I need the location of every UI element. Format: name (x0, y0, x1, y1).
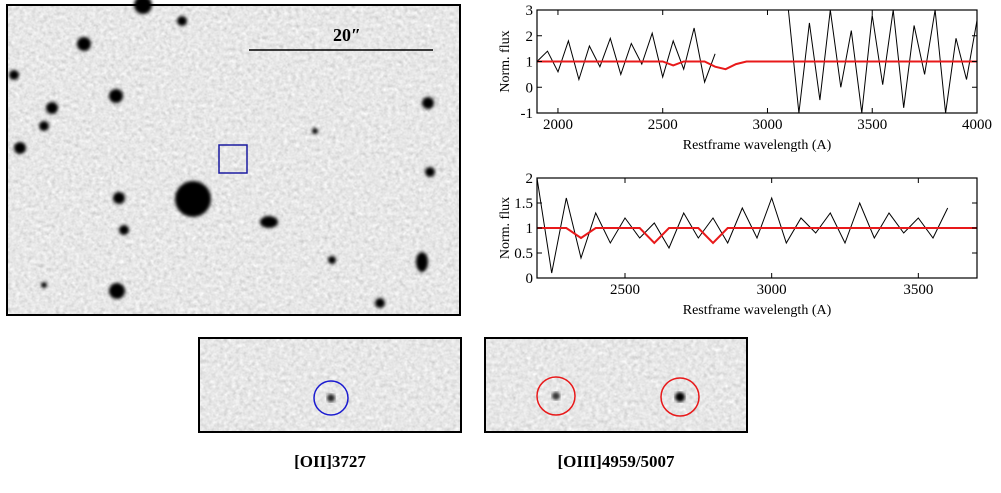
x-tick-label: 2500 (648, 117, 678, 133)
x-tick-label: 2000 (543, 117, 573, 133)
y-tick-label: -1 (521, 106, 534, 122)
y-tick-label: 2 (526, 171, 534, 187)
y-tick-label: 3 (526, 3, 534, 19)
x-tick-label: 3500 (857, 117, 887, 133)
x-tick-label: 3000 (757, 282, 787, 298)
y-axis-label: Norm. flux (498, 197, 513, 259)
x-axis-label: Restframe wavelength (A) (683, 303, 832, 318)
x-tick-label: 2500 (610, 282, 640, 298)
caption: [OII]3727 (294, 452, 366, 471)
y-tick-label: 0 (526, 80, 534, 96)
x-tick-label: 3500 (903, 282, 933, 298)
spectrum-line (537, 60, 977, 71)
spectrum-line (537, 227, 977, 245)
x-axis-label: Restframe wavelength (A) (683, 138, 832, 153)
x-tick-label: 4000 (962, 117, 992, 133)
cutout (484, 337, 748, 433)
y-tick-label: 0 (526, 271, 534, 287)
x-tick-label: 3000 (752, 117, 782, 133)
y-tick-label: 1.5 (514, 196, 533, 212)
y-tick-label: 2 (526, 29, 534, 45)
y-tick-label: 1 (526, 221, 534, 237)
spectrum-panel: 2500 3000 3500 0 0.5 1 1.5 2 Restframe wavelengt… (498, 171, 978, 318)
caption: [OIII]4959/5007 (557, 452, 675, 471)
spectrum-panel: 2000 2500 3000 3500 4000 -1 0 1 2 3 Restframe wave… (498, 3, 992, 153)
y-tick-label: 1 (526, 55, 534, 71)
cutout (198, 337, 462, 433)
spectrum-line (537, 178, 949, 274)
scale-label: 20″ (333, 25, 361, 45)
sky-image: 20″ (6, 0, 461, 316)
y-tick-label: 0.5 (514, 246, 533, 262)
y-axis-label: Norm. flux (498, 30, 513, 92)
